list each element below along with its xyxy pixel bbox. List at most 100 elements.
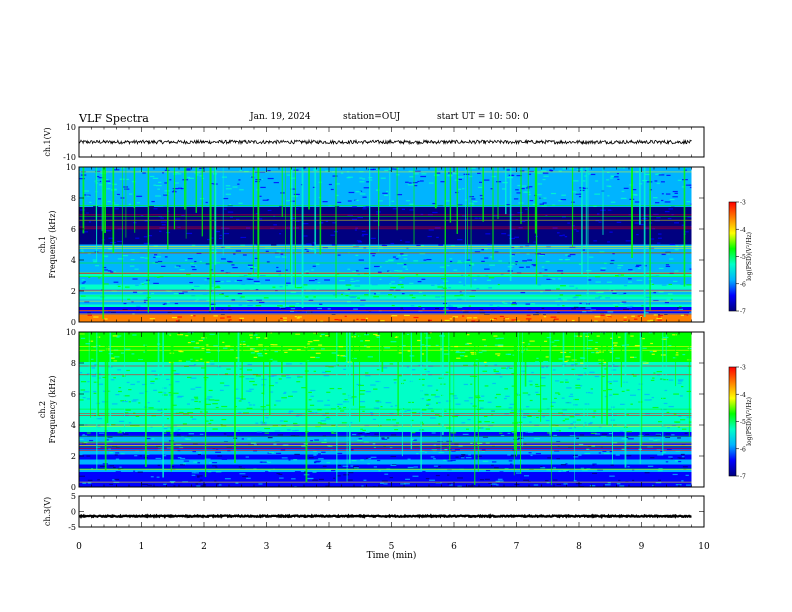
ch1-spectrogram-speckle — [365, 240, 370, 242]
ch2-spectrogram-speckle — [136, 381, 140, 383]
ch2-spectrogram-speckle — [655, 482, 662, 484]
ch1-spectrogram-speckle — [576, 168, 583, 171]
ch2-spectrogram-speckle — [91, 375, 97, 377]
ch2-spectrogram-speckle — [270, 343, 274, 346]
ch1-spectrogram-band — [79, 197, 692, 201]
ch2-spectrogram-speckle — [194, 400, 198, 403]
ch2-spectrogram-speckle — [568, 427, 573, 429]
ch1-spectrogram-speckle — [351, 295, 358, 297]
ch2-spectrogram-speckle — [362, 410, 365, 412]
ch2-spectrogram-band — [79, 384, 692, 388]
ch1-spectrogram-speckle — [281, 256, 287, 258]
ch2-spectrogram-speckle — [326, 416, 330, 418]
ch2-spectrogram-speckle — [336, 354, 340, 356]
ch1-spectrogram-speckle — [149, 318, 156, 320]
ch1-spectrogram-speckle — [671, 206, 675, 208]
ch2-spectrogram-speckle — [182, 423, 187, 425]
ch2-spectrogram-speckle — [187, 341, 191, 344]
ch1-spectrogram-colorbar-scale — [728, 201, 737, 312]
ch2-spectrogram-speckle — [420, 423, 425, 425]
ch2-spectrogram-band — [79, 397, 692, 401]
ch2-spectrogram-speckle — [550, 401, 556, 404]
ch2-spectrogram-speckle — [610, 464, 614, 466]
ch1-spectrogram-speckle — [290, 308, 296, 310]
ch2-spectrogram-speckle — [679, 395, 683, 397]
ch2-spectrogram-speckle — [338, 464, 342, 466]
ch2-spectrogram-band — [79, 407, 692, 411]
ch1-spectrogram-colorbar-label: log(PSD)(V²/Hz) — [746, 232, 753, 281]
ch2-spectrogram-speckle — [578, 374, 583, 376]
ch1-spectrogram-speckle — [278, 274, 282, 276]
ch2-spectrogram-speckle — [114, 454, 118, 456]
ch2-spectrogram-speckle — [555, 380, 560, 382]
ch1-spectrogram-speckle — [229, 216, 233, 218]
ch1-spectrogram-speckle — [655, 275, 660, 277]
ch1-spectrogram-speckle — [619, 302, 624, 305]
ch1-spectrogram-speckle — [230, 236, 234, 238]
ch2-spectrogram-speckle — [596, 335, 600, 337]
ch1-spectrogram-speckle — [355, 270, 359, 272]
ch2-spectrogram-speckle — [115, 471, 121, 473]
ch2-spectrogram-speckle — [365, 375, 371, 377]
ch1-spectrogram-speckle — [334, 318, 339, 321]
ch2-spectrogram-speckle — [609, 451, 613, 453]
ch2-spectrogram-speckle — [410, 419, 414, 422]
ch1-spectrogram-speckle — [377, 200, 383, 202]
ch2-spectrogram-speckle — [309, 404, 315, 406]
ch1-spectrogram-speckle — [173, 171, 179, 174]
ch2-spectrogram-speckle — [272, 344, 278, 346]
ch1-spectrogram-speckle — [210, 237, 214, 239]
ch1-spectrogram-speckle — [552, 204, 556, 206]
ch2-spectrogram-speckle — [456, 357, 461, 359]
ch1-spectrogram-speckle — [680, 283, 684, 285]
ch2-spectrogram-speckle — [93, 381, 98, 383]
ch1-spectrogram-speckle — [143, 242, 150, 245]
ch2-spectrogram-speckle — [398, 375, 402, 377]
ch2-spectrogram-speckle — [139, 392, 144, 394]
ch2-spectrogram-speckle — [598, 363, 604, 365]
ch1-spectrogram-speckle — [582, 311, 587, 313]
ch1-spectrogram-speckle — [471, 198, 476, 200]
ch2-spectrogram-speckle — [191, 474, 196, 476]
ch2-spectrogram-speckle — [295, 333, 301, 335]
ch1-spectrogram-speckle — [254, 257, 259, 260]
ch1-spectrogram-speckle — [241, 283, 246, 285]
ch2-spectrogram-speckle — [106, 439, 109, 441]
ch1-spectrogram-speckle — [438, 244, 444, 246]
ch1-spectrogram-speckle — [636, 279, 643, 281]
ch1-spectrogram-speckle — [137, 292, 143, 294]
ch2-spectrogram-speckle — [499, 376, 503, 378]
ch1-spectrogram-speckle — [452, 316, 459, 318]
ch2-spectrogram-speckle — [449, 393, 454, 395]
ch1-spectrogram-speckle — [691, 310, 692, 312]
ch2-spectrogram-speckle — [496, 484, 499, 486]
ch2-spectrogram-speckle — [570, 423, 573, 425]
ch1-spectrogram-speckle — [165, 289, 169, 292]
ch1-spectrogram-ytick-label: 6 — [71, 225, 76, 234]
ch2-spectrogram-band — [79, 469, 692, 473]
ch2-spectrogram-speckle — [655, 434, 661, 436]
ch1-spectrogram-speckle — [415, 274, 419, 276]
ch2-spectrogram-speckle — [632, 356, 637, 358]
ch2-spectrogram-speckle — [509, 412, 516, 414]
ch1-spectrogram-speckle — [678, 229, 681, 231]
ch1-spectrogram-speckle — [683, 272, 689, 274]
ch2-spectrogram-speckle — [422, 384, 425, 386]
ch1-spectrogram-speckle — [449, 260, 453, 263]
ch1-spectrogram-speckle — [466, 317, 472, 319]
ch1-spectrogram-speckle — [453, 269, 458, 271]
ch2-spectrogram-speckle — [470, 383, 473, 385]
ch1-spectrogram-speckle — [155, 195, 161, 197]
ch2-spectrogram-band — [79, 377, 692, 381]
ch2-spectrogram-speckle — [562, 420, 566, 422]
ch1-spectrogram-speckle — [157, 260, 163, 263]
ch1-spectrogram-speckle — [644, 312, 649, 314]
ch2-spectrogram-speckle — [264, 337, 268, 339]
ch2-spectrogram-speckle — [258, 344, 263, 346]
ch2-spectrogram-speckle — [565, 381, 569, 383]
ch2-spectrogram-speckle — [583, 367, 587, 370]
ch2-spectrogram-speckle — [198, 401, 201, 403]
ch1-spectrogram-speckle — [666, 299, 671, 301]
ch2-spectrogram-speckle — [209, 419, 214, 421]
ch2-spectrogram-speckle — [584, 452, 591, 455]
